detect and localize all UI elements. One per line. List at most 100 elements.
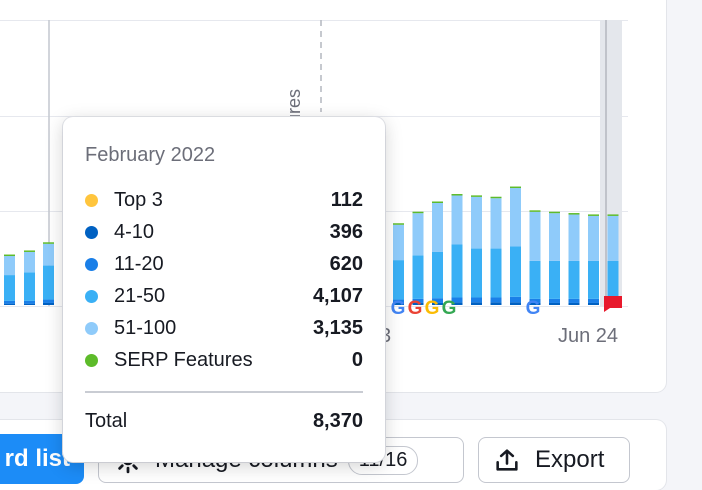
bar-segment: [4, 300, 15, 304]
tooltip-row-label: 21-50: [114, 284, 166, 307]
bar-segment: [43, 299, 54, 303]
legend-dot: [85, 257, 98, 271]
legend-dot: [85, 225, 98, 239]
legend-dot: [85, 289, 98, 303]
bar-segment: [24, 303, 35, 305]
bar-segment: [43, 265, 54, 300]
bar-segment: [432, 203, 443, 252]
bar-segment: [490, 248, 502, 298]
tooltip-row-label: 11-20: [114, 252, 164, 275]
bar-segment: [510, 302, 521, 305]
google-icon: G: [526, 298, 541, 319]
bar-segment: [510, 188, 521, 247]
bar-segment: [529, 298, 541, 303]
bar-segment: [412, 255, 424, 299]
bar-segment: [568, 214, 580, 261]
google-icon: G: [442, 298, 457, 319]
tooltip-row-label: 4-10: [114, 220, 155, 243]
bar-segment: [4, 256, 15, 276]
legend-dot: [85, 193, 98, 207]
bar-segment: [432, 251, 443, 299]
legend-dot: [85, 353, 98, 367]
bar-serp-cap: [43, 242, 54, 244]
tooltip-row-value: 396: [329, 220, 363, 243]
bar-serp-cap: [510, 186, 521, 189]
bar-segment: [471, 302, 482, 305]
bar-segment: [451, 302, 463, 305]
tooltip-row-11-20: 11-20 620: [85, 251, 363, 277]
tooltip-total-label: Total: [85, 410, 128, 432]
google-icon: G: [425, 298, 440, 319]
bar-serp-cap: [490, 196, 502, 199]
x-axis-label: Jun 24: [558, 325, 619, 347]
export-label: Export: [535, 446, 605, 473]
bar-segment: [607, 260, 619, 299]
chart-tooltip: February 2022 Top 3 112 4-10 396 11-20 6…: [63, 117, 385, 462]
bar-segment: [24, 300, 35, 304]
tooltip-divider: [85, 391, 363, 393]
tooltip-row-4-10: 4-10 396: [85, 219, 363, 245]
tooltip-row-serp-features: SERP Features 0: [85, 347, 363, 373]
tooltip-row-value: 3,135: [312, 316, 363, 339]
bar-segment: [24, 272, 35, 301]
tooltip-row-top3: Top 3 112: [85, 187, 363, 213]
bar-segment: [412, 298, 424, 303]
bar-segment: [43, 243, 54, 266]
bar-segment: [4, 275, 15, 301]
bar-serp-cap: [529, 210, 541, 212]
bar-serp-cap: [471, 195, 482, 197]
bar-segment: [4, 303, 15, 305]
bar-segment: [393, 260, 404, 300]
tooltip-row-label: SERP Features: [114, 348, 253, 371]
bar-segment: [510, 246, 521, 297]
tooltip-row-21-50: 21-50 4,107: [85, 283, 363, 309]
bar-segment: [432, 302, 443, 305]
flag-icon: [604, 296, 622, 312]
google-icon: G: [408, 298, 423, 319]
bar-serp-cap: [432, 201, 443, 203]
bar-segment: [529, 260, 541, 299]
tooltip-row-label: 51-100: [114, 316, 177, 339]
bar-segment: [490, 198, 502, 249]
bar-segment: [412, 213, 424, 256]
x-axis-label: 3: [380, 325, 392, 347]
bar-segment: [568, 298, 580, 303]
bar-segment: [588, 298, 599, 303]
bar-segment: [451, 297, 463, 303]
bar-segment: [588, 260, 599, 299]
bar-serp-cap: [549, 211, 560, 214]
bar-segment: [529, 211, 541, 261]
bar-segment: [43, 302, 54, 305]
tooltip-row-51-100: 51-100 3,135: [85, 315, 363, 341]
tooltip-row-value: 4,107: [312, 284, 363, 307]
bar-segment: [549, 302, 560, 305]
tooltip-total-row: Total 8,370: [85, 410, 363, 433]
tooltip-total-value: 8,370: [312, 410, 363, 432]
bar-segment: [568, 260, 580, 299]
bar-serp-cap: [568, 213, 580, 215]
bar-serp-cap: [4, 254, 15, 257]
tooltip-row-value: 0: [351, 348, 363, 371]
bar-segment: [451, 195, 463, 245]
bar-segment: [529, 302, 541, 305]
bar-serp-cap: [24, 250, 35, 252]
tooltip-row-value: 620: [329, 252, 363, 275]
bar-segment: [471, 196, 482, 249]
bar-segment: [588, 302, 599, 305]
bar-segment: [549, 213, 560, 261]
gridline: [0, 20, 628, 21]
tooltip-title: February 2022: [85, 144, 216, 166]
bar-segment: [490, 302, 502, 305]
bar-segment: [471, 248, 482, 298]
upload-icon: [496, 449, 518, 471]
google-icon: G: [391, 298, 406, 319]
bar-serp-cap: [588, 214, 599, 216]
bar-serp-cap: [451, 194, 463, 196]
bar-serp-cap: [393, 223, 404, 225]
bar-segment: [510, 296, 521, 303]
bar-segment: [432, 298, 443, 303]
bar-serp-cap: [607, 214, 619, 216]
export-button[interactable]: Export: [478, 437, 630, 483]
bar-segment: [607, 215, 619, 261]
